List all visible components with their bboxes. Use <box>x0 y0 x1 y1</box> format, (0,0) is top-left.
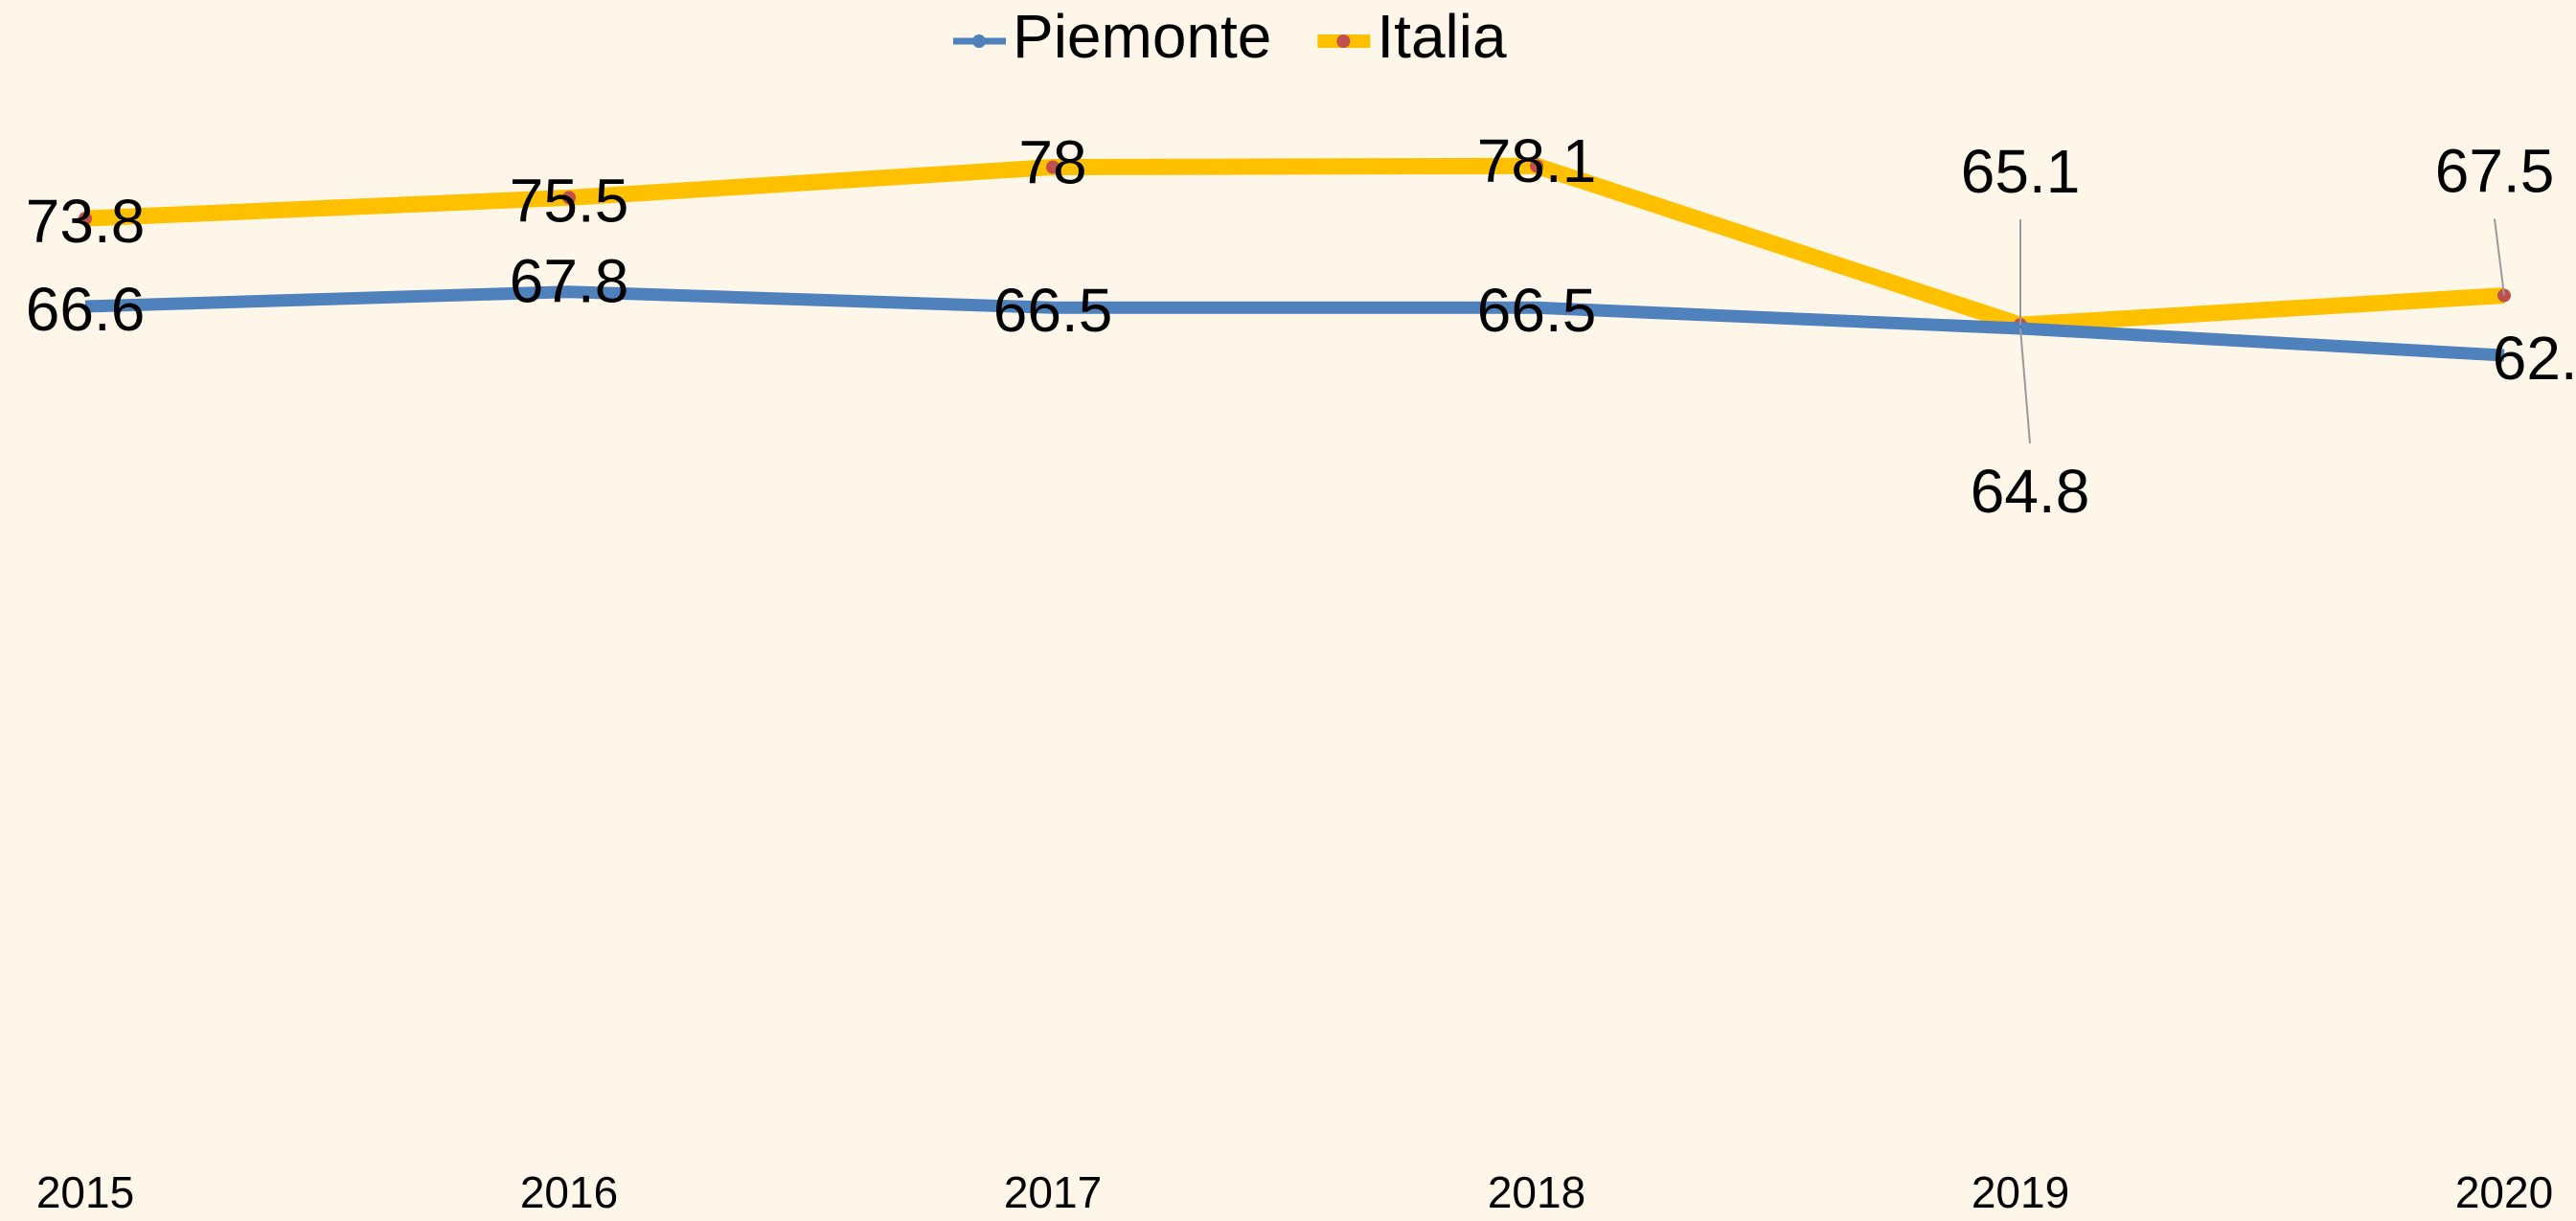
data-label: 65.1 <box>1961 137 2081 206</box>
marker <box>79 212 92 226</box>
data-label: 66.5 <box>993 276 1113 345</box>
data-label: 78.1 <box>1477 126 1597 195</box>
data-label: 66.5 <box>1477 276 1597 345</box>
x-tick-label: 2020 <box>2455 1167 2553 1217</box>
data-label: 66.6 <box>26 275 146 344</box>
data-label: 78 <box>1018 127 1086 196</box>
leader-line <box>2019 328 2031 444</box>
x-tick-label: 2015 <box>36 1167 134 1217</box>
x-tick-label: 2019 <box>1972 1167 2069 1217</box>
legend-label: Piemonte <box>1013 2 1271 71</box>
line <box>84 157 2505 333</box>
data-label: 67.5 <box>2435 136 2555 205</box>
legend-marker <box>972 34 986 48</box>
data-label: 67.8 <box>510 247 629 316</box>
data-label: 64.8 <box>1971 457 2090 526</box>
x-tick-label: 2018 <box>1488 1167 1585 1217</box>
data-label: 73.8 <box>26 187 146 256</box>
leader-line <box>2494 218 2505 296</box>
data-label: 75.5 <box>510 166 629 235</box>
marker <box>1530 159 1543 173</box>
marker <box>1046 160 1060 174</box>
x-tick-label: 2017 <box>1004 1167 1102 1217</box>
legend-label: Italia <box>1377 2 1507 71</box>
marker <box>562 191 576 205</box>
x-tick-label: 2016 <box>520 1167 618 1217</box>
line <box>84 285 2505 362</box>
data-label: 62.6 <box>2493 324 2576 393</box>
legend-marker <box>1336 34 1351 48</box>
